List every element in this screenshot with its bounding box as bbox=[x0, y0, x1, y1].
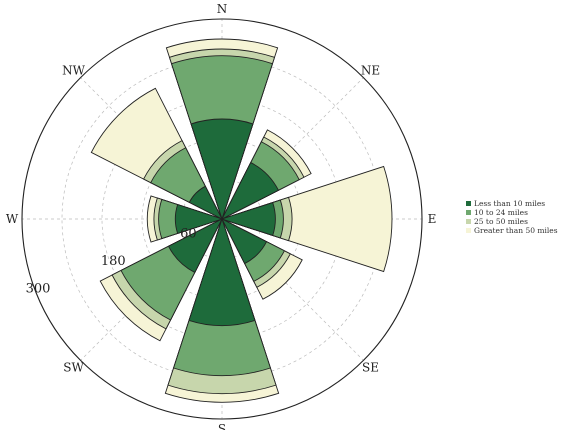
outer-circle bbox=[21, 18, 423, 420]
direction-label-n: N bbox=[217, 2, 228, 16]
legend-label: Less than 10 miles bbox=[474, 199, 546, 208]
wedge-e-series-0 bbox=[220, 201, 276, 237]
radial-tick-label: 180 bbox=[101, 254, 126, 269]
radial-tick-label: 300 bbox=[26, 281, 51, 296]
wedge-sw-series-0 bbox=[167, 217, 224, 274]
direction-label-se: SE bbox=[362, 360, 379, 374]
legend-item: Greater than 50 miles bbox=[466, 226, 558, 235]
legend-label: Greater than 50 miles bbox=[474, 226, 558, 235]
wedge-e-series-3 bbox=[220, 165, 393, 273]
wedge-se-series-0 bbox=[220, 217, 268, 265]
legend-item: 25 to 50 miles bbox=[466, 217, 558, 226]
wedge-s-series-0 bbox=[188, 217, 256, 327]
direction-label-sw: SW bbox=[63, 360, 84, 374]
legend-swatch bbox=[466, 201, 471, 206]
wedge-ne-series-0 bbox=[220, 161, 280, 221]
radial-tick-label: 60 bbox=[180, 227, 197, 242]
legend-label: 25 to 50 miles bbox=[474, 217, 528, 226]
direction-label-ne: NE bbox=[361, 64, 380, 78]
wedge-w-series-0 bbox=[174, 204, 224, 234]
direction-label-w: W bbox=[6, 212, 19, 226]
wedge-nw-series-0 bbox=[188, 185, 224, 221]
legend-label: 10 to 24 miles bbox=[474, 208, 528, 217]
legend-item: 10 to 24 miles bbox=[466, 208, 558, 217]
direction-label-s: S bbox=[218, 422, 226, 430]
wedge-n-series-0 bbox=[190, 118, 254, 221]
legend-swatch bbox=[466, 219, 471, 224]
legend-swatch bbox=[466, 210, 471, 215]
legend-swatch bbox=[466, 228, 471, 233]
legend: Less than 10 miles 10 to 24 miles 25 to … bbox=[466, 199, 558, 235]
legend-item: Less than 10 miles bbox=[466, 199, 558, 208]
direction-label-nw: NW bbox=[62, 64, 86, 78]
direction-label-e: E bbox=[428, 212, 437, 226]
